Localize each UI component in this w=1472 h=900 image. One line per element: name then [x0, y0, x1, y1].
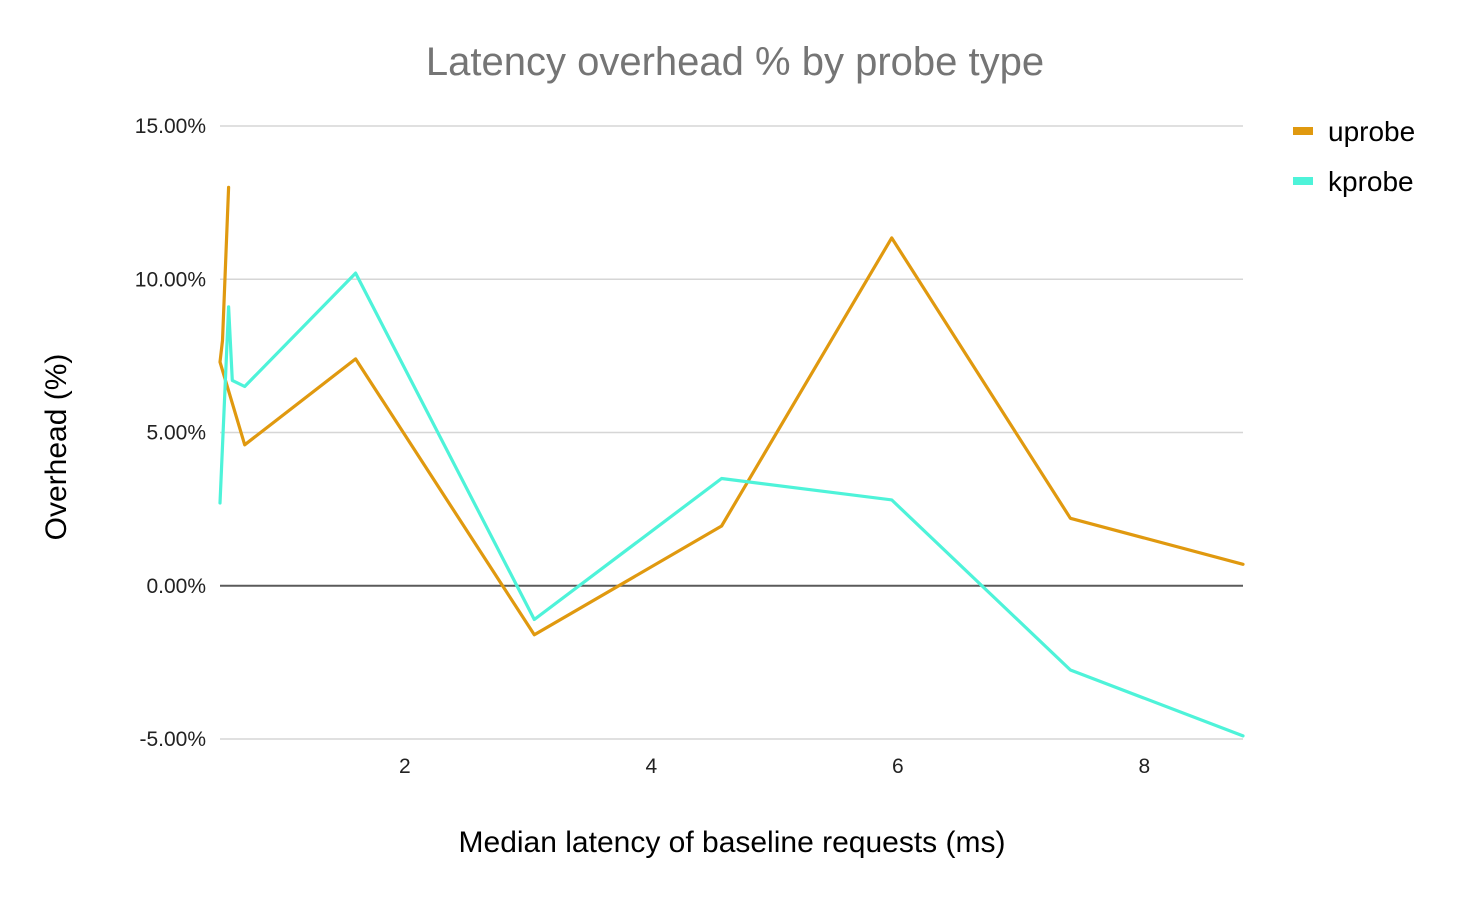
- y-tick-label: 5.00%: [146, 422, 206, 445]
- y-tick-label: 0.00%: [146, 575, 206, 598]
- y-tick-label: -5.00%: [139, 728, 206, 751]
- x-axis-title: Median latency of baseline requests (ms): [459, 826, 1006, 859]
- legend-swatch-kprobe: [1293, 177, 1313, 185]
- series-line-kprobe: [218, 271, 1245, 738]
- legend-label-uprobe: uprobe: [1328, 116, 1415, 147]
- legend-label-kprobe: kprobe: [1328, 166, 1414, 197]
- legend: uprobe kprobe: [1293, 116, 1415, 197]
- x-tick-label: 8: [1139, 755, 1151, 778]
- series-lines: [218, 185, 1245, 738]
- legend-swatch-uprobe: [1293, 127, 1313, 135]
- grid-lines: [220, 125, 1243, 740]
- y-tick-label: 10.00%: [135, 268, 206, 291]
- x-tick-label: 6: [892, 755, 904, 778]
- x-tick-label: 4: [646, 755, 658, 778]
- x-tick-label: 2: [399, 755, 411, 778]
- y-axis-title: Overhead (%): [40, 354, 73, 541]
- chart-title: Latency overhead % by probe type: [426, 40, 1044, 84]
- x-axis-ticks: 2 4 6 8: [399, 755, 1150, 778]
- series-line-uprobe: [218, 185, 1245, 637]
- y-axis-ticks: -5.00% 0.00% 5.00% 10.00% 15.00%: [135, 115, 206, 751]
- y-tick-label: 15.00%: [135, 115, 206, 138]
